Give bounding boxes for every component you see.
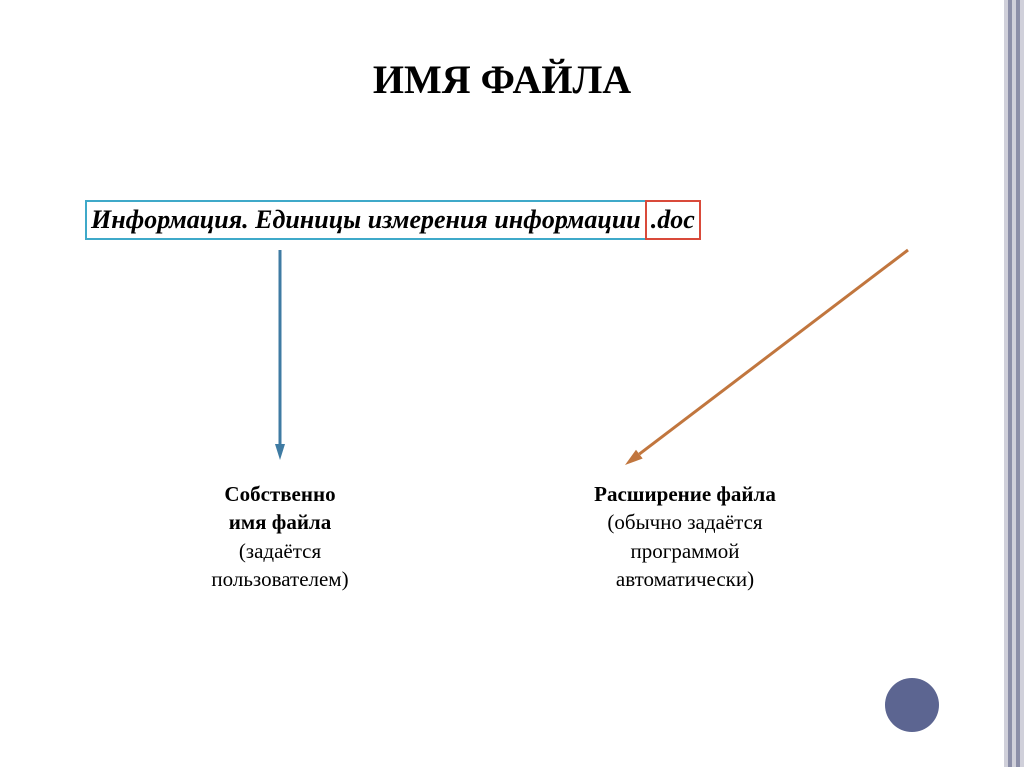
label-right-line2: программой <box>545 537 825 565</box>
label-right-bold1: Расширение файла <box>545 480 825 508</box>
decorative-stripes <box>1004 0 1024 767</box>
slide-title: ИМЯ ФАЙЛА <box>0 56 1004 103</box>
label-right-line1: (обычно задаётся <box>545 508 825 536</box>
label-left-line1: (задаётся <box>150 537 410 565</box>
label-file-extension: Расширение файла (обычно задаётся програ… <box>545 480 825 593</box>
arrow-to-extension <box>605 230 928 485</box>
slide-canvas: ИМЯ ФАЙЛА Информация. Единицы измерения … <box>0 0 1004 767</box>
label-left-bold1: Собственно <box>150 480 410 508</box>
label-left-line2: пользователем) <box>150 565 410 593</box>
filename-name-part: Информация. Единицы измерения информации <box>85 200 647 240</box>
label-filename-proper: Собственно имя файла (задаётся пользоват… <box>150 480 410 593</box>
label-right-line3: автоматически) <box>545 565 825 593</box>
arrow-to-name <box>260 230 300 480</box>
label-left-bold2: имя файла <box>150 508 410 536</box>
decorative-circle <box>885 678 939 732</box>
